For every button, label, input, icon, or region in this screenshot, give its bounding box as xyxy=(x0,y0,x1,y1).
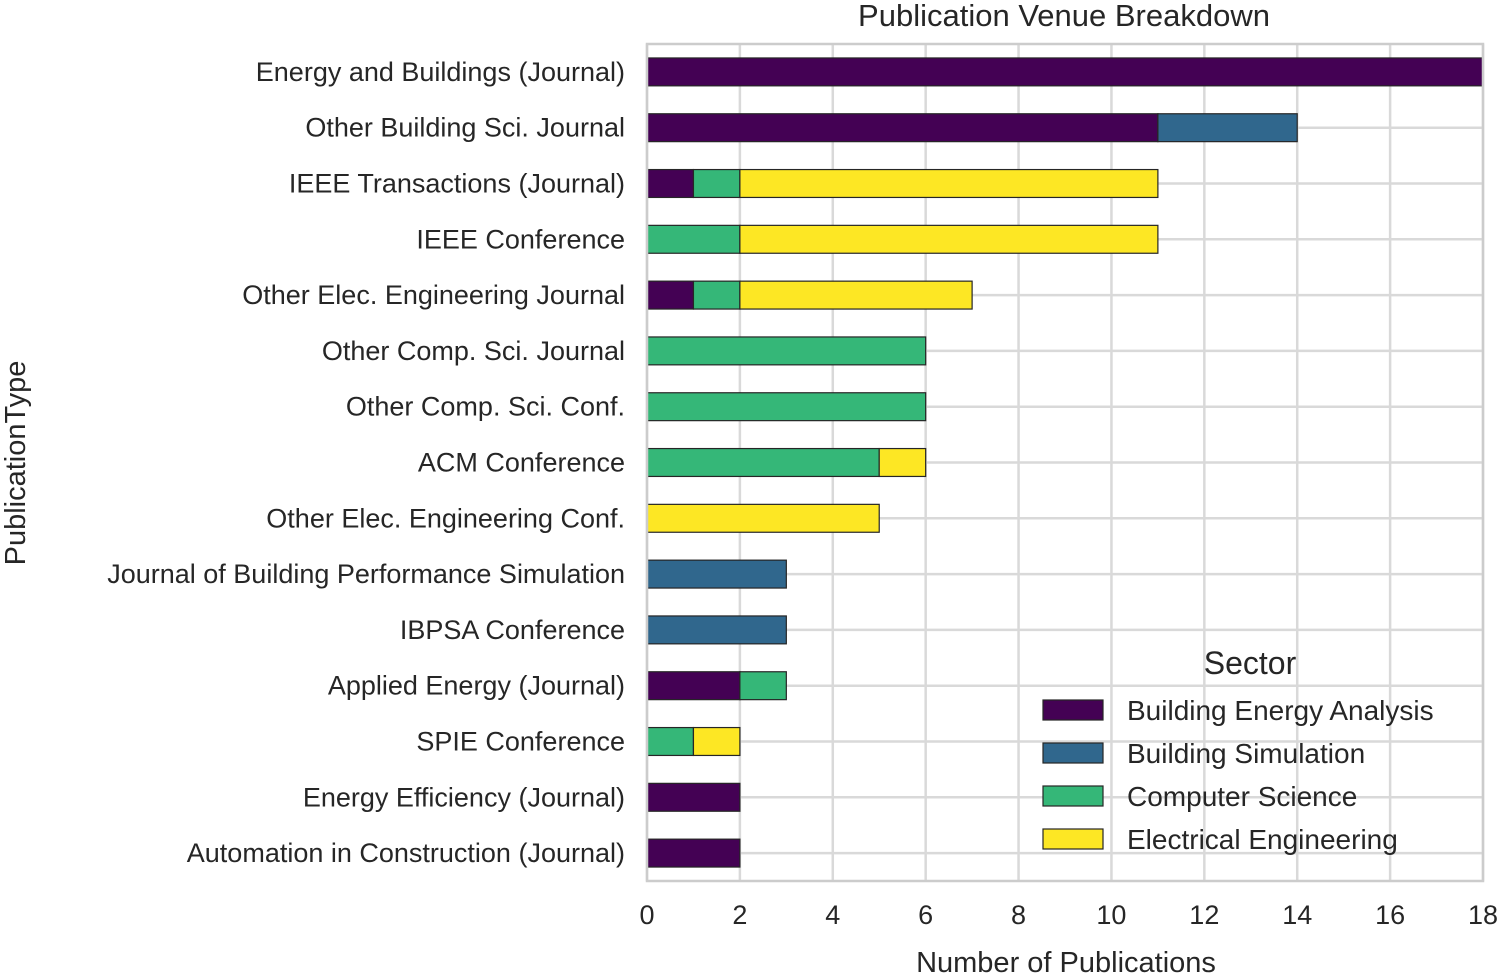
y-tick-label: Other Comp. Sci. Journal xyxy=(322,336,625,366)
bar-segment xyxy=(739,168,1159,199)
bar-segment xyxy=(646,392,927,422)
legend-label: Computer Science xyxy=(1127,781,1357,812)
bar-segment xyxy=(739,280,973,310)
bar-segment xyxy=(646,726,695,757)
bar-segment xyxy=(646,559,787,589)
bar-segment xyxy=(646,615,787,645)
bar-segment xyxy=(646,280,695,310)
bar-segment xyxy=(646,782,741,812)
legend-label: Building Simulation xyxy=(1127,738,1365,769)
x-tick-labels: 0 2 4 6 8 10 12 14 16 18 xyxy=(639,900,1498,930)
y-tick-label: Automation in Construction (Journal) xyxy=(187,838,625,868)
x-tick-label: 16 xyxy=(1375,900,1405,930)
bar-segment xyxy=(646,838,741,868)
legend-label: Building Energy Analysis xyxy=(1127,695,1434,726)
y-tick-label: Other Elec. Engineering Conf. xyxy=(266,503,625,533)
y-tick-label: Other Building Sci. Journal xyxy=(305,113,625,143)
legend: Sector Building Energy AnalysisBuilding … xyxy=(1042,645,1434,855)
x-tick-label: 4 xyxy=(825,900,840,930)
x-tick-label: 12 xyxy=(1189,900,1219,930)
y-tick-label: Other Elec. Engineering Journal xyxy=(242,280,625,310)
bar-segment xyxy=(878,447,927,478)
bar-segment xyxy=(646,57,1484,87)
y-axis-label: PublicationType xyxy=(0,361,32,566)
y-tick-label: Energy Efficiency (Journal) xyxy=(303,782,625,812)
bar-segment xyxy=(646,503,880,533)
x-axis-label: Number of Publications xyxy=(916,947,1216,975)
legend-swatch xyxy=(1042,828,1104,850)
bar-segment xyxy=(646,224,741,254)
y-tick-label: IEEE Transactions (Journal) xyxy=(289,169,625,199)
y-tick-label: Journal of Building Performance Simulati… xyxy=(107,559,625,589)
bar-segment xyxy=(646,447,880,478)
y-tick-labels: Energy and Buildings (Journal) Other Buil… xyxy=(107,57,625,868)
x-tick-label: 10 xyxy=(1096,900,1126,930)
y-tick-label: Other Comp. Sci. Conf. xyxy=(346,392,625,422)
legend-swatch xyxy=(1042,699,1104,721)
bar-segment xyxy=(646,168,695,199)
legend-swatch xyxy=(1042,785,1104,807)
legend-items: Building Energy Analysis Building Simulat… xyxy=(1042,695,1434,855)
y-tick-label: Energy and Buildings (Journal) xyxy=(256,57,625,87)
bar-segment xyxy=(646,336,927,366)
bar-segment xyxy=(1157,113,1298,143)
bar-segment xyxy=(739,671,787,701)
y-tick-label: Applied Energy (Journal) xyxy=(328,671,625,701)
legend-label: Electrical Engineering xyxy=(1127,824,1398,855)
bar-segment xyxy=(692,280,741,310)
bar-segment xyxy=(646,113,1159,143)
x-tick-label: 18 xyxy=(1468,900,1498,930)
bar-segment xyxy=(646,671,741,701)
x-tick-label: 0 xyxy=(639,900,654,930)
bars xyxy=(646,57,1484,868)
bar-segment xyxy=(739,224,1159,254)
y-tick-label: IEEE Conference xyxy=(416,224,625,254)
legend-title: Sector xyxy=(1204,645,1297,681)
chart-title: Publication Venue Breakdown xyxy=(858,0,1270,33)
plot-frame xyxy=(645,42,1485,883)
y-tick-label: ACM Conference xyxy=(418,448,625,478)
legend-swatch xyxy=(1042,742,1104,764)
x-tick-label: 2 xyxy=(732,900,747,930)
x-tick-label: 6 xyxy=(918,900,933,930)
y-tick-label: SPIE Conference xyxy=(416,727,625,757)
y-tick-label: IBPSA Conference xyxy=(400,615,625,645)
bar-segment xyxy=(692,726,741,757)
x-tick-label: 8 xyxy=(1011,900,1026,930)
bar-segment xyxy=(692,168,741,199)
x-tick-label: 14 xyxy=(1282,900,1312,930)
plot-area: Energy and Buildings (Journal) Other Buil… xyxy=(107,42,1498,930)
